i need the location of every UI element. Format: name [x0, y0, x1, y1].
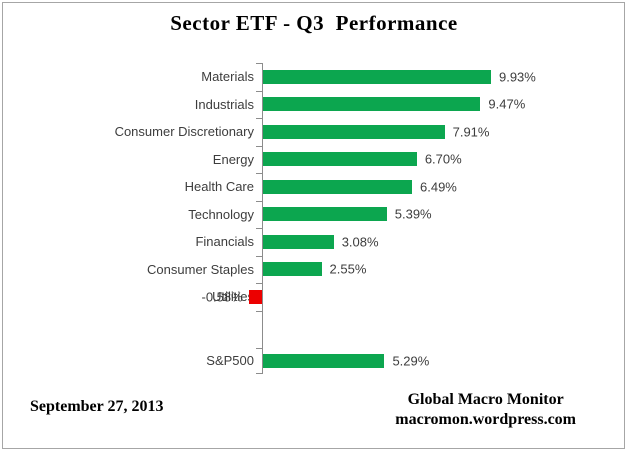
separator-row — [0, 310, 628, 348]
value-label: 2.55% — [329, 261, 367, 277]
bar-zone: 6.70% — [256, 145, 628, 174]
axis-tick — [256, 90, 262, 92]
axis-tick — [256, 173, 262, 174]
bar-zone: 5.39% — [256, 200, 628, 229]
axis-tick — [256, 255, 262, 257]
axis-tick — [256, 145, 262, 147]
bar-row: Consumer Discretionary 7.91% — [0, 118, 628, 146]
value-label: 5.39% — [394, 206, 432, 222]
axis-tick — [256, 200, 262, 202]
value-label: 9.93% — [498, 69, 536, 85]
positive-bar — [263, 353, 385, 368]
category-label: Energy — [212, 151, 254, 167]
bar-chart: Materials 9.93% Industrials 9.47% Consumer D… — [0, 63, 628, 374]
positive-bar — [263, 179, 412, 194]
bar-zone: 3.08% — [256, 228, 628, 256]
bar-zone: 9.93% — [256, 63, 628, 91]
category-label: S&P500 — [206, 353, 254, 368]
axis-tick — [256, 283, 262, 284]
bar-row: Consumer Staples 2.55% — [0, 255, 628, 284]
bar-row: Financials 3.08% — [0, 228, 628, 256]
value-label: 7.91% — [452, 124, 490, 140]
bar-zone: 6.49% — [256, 173, 628, 201]
category-label: Industrials — [194, 96, 254, 112]
bar-zone: -0.58% — [201, 283, 628, 311]
category-label: Utilities — [212, 289, 254, 305]
chart-title: Sector ETF - Q3 Performance — [170, 11, 458, 35]
bar-zone: 5.29% — [256, 347, 628, 374]
category-label: Health Care — [184, 179, 254, 195]
category-label: Consumer Discretionary — [114, 124, 254, 140]
bar-row: S&P500 5.29% — [0, 347, 628, 374]
bar-row: Utilities -0.58% — [0, 283, 628, 311]
value-label: 6.70% — [424, 151, 462, 167]
bar-zone: 7.91% — [256, 118, 628, 146]
bar-zone: 9.47% — [256, 90, 628, 119]
axis-tick — [256, 228, 262, 229]
positive-bar — [263, 234, 334, 249]
value-label: 3.08% — [341, 234, 379, 250]
category-label: Financials — [195, 234, 254, 250]
positive-bar — [263, 124, 445, 139]
category-label: Consumer Staples — [147, 261, 254, 277]
axis-tick — [256, 63, 262, 64]
axis-tick — [256, 118, 262, 119]
value-label: 5.29% — [392, 353, 430, 368]
positive-bar — [263, 207, 387, 222]
separator-zone — [256, 310, 628, 348]
axis-line — [262, 63, 263, 374]
footer-date: September 27, 2013 — [30, 398, 164, 415]
axis-tick — [256, 372, 262, 374]
bar-row: Industrials 9.47% — [0, 90, 628, 119]
bar-row: Health Care 6.49% — [0, 173, 628, 201]
bar-row: Materials 9.93% — [0, 63, 628, 91]
credit-line-1: Global Macro Monitor — [407, 391, 564, 408]
credit-line-2: macromon.wordpress.com — [395, 411, 576, 428]
positive-bar — [263, 262, 322, 277]
bar-row: Technology 5.39% — [0, 200, 628, 229]
bar-row: Energy 6.70% — [0, 145, 628, 174]
value-label: 6.49% — [420, 179, 457, 195]
positive-bar — [263, 69, 491, 84]
footer-credit: Global Macro Monitor macromon.wordpress.… — [395, 390, 576, 430]
axis-tick — [256, 347, 262, 349]
category-label: Materials — [201, 69, 254, 85]
axis-tick — [256, 310, 262, 312]
bar-zone: 2.55% — [256, 255, 628, 284]
negative-bar — [248, 289, 262, 304]
value-label: -0.58% — [201, 289, 243, 305]
positive-bar — [263, 152, 417, 167]
value-label: 9.47% — [488, 96, 526, 112]
positive-bar — [263, 97, 481, 112]
category-label: Technology — [188, 206, 254, 222]
